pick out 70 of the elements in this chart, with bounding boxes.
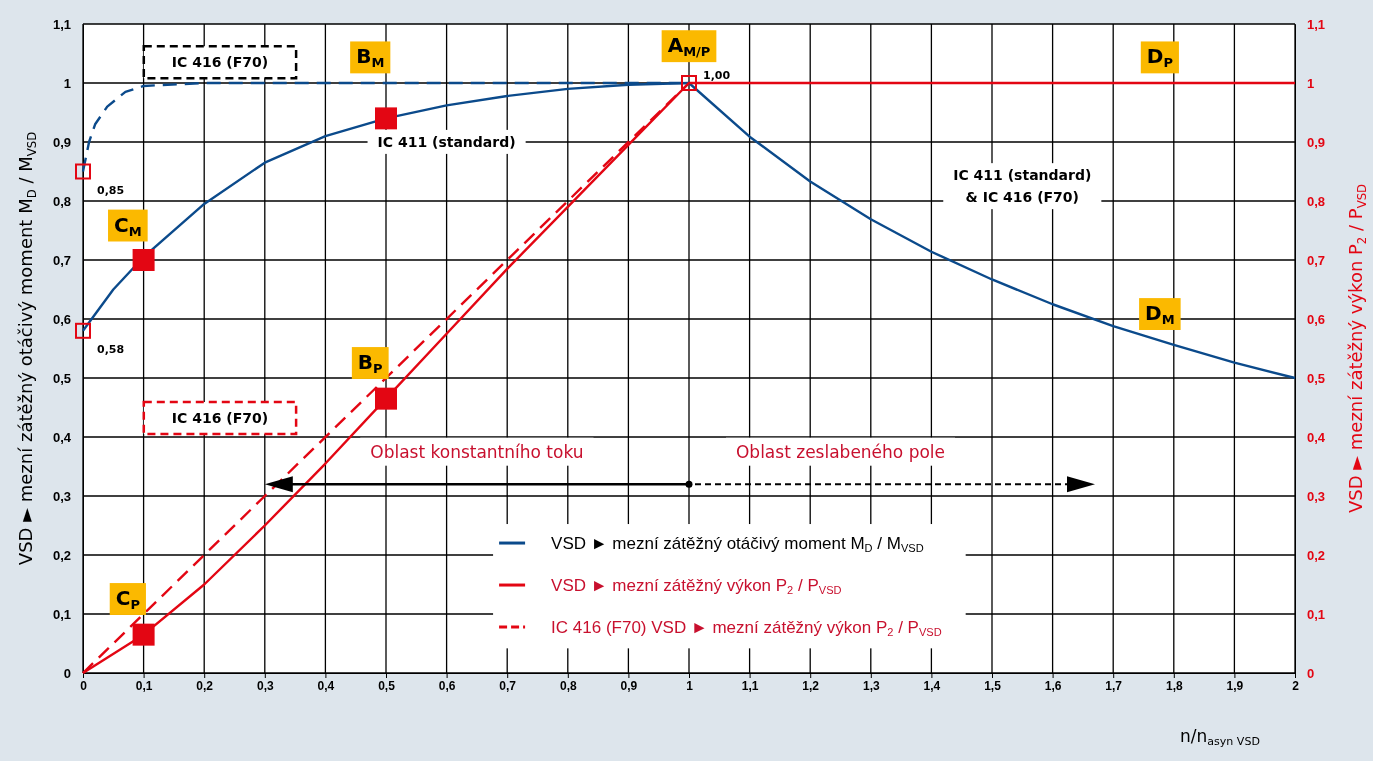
x-tick-label: 0,8 — [559, 678, 577, 693]
y2-tick-label: 0,8 — [1307, 193, 1326, 209]
y-tick-label: 0,7 — [52, 252, 71, 268]
x-tick-label: 0,4 — [317, 678, 335, 693]
x-tick-label: 1,4 — [923, 678, 941, 693]
x-tick-label: 1,1 — [741, 678, 759, 693]
y-tick-label: 0,8 — [52, 193, 71, 209]
y-tick-label: 0,4 — [52, 429, 72, 445]
legend-label: VSD ► mezní zátěžný otáčivý moment M$_{D}$ / M$_{VSD}$ — [551, 534, 924, 555]
y-tick-label: 0,3 — [52, 488, 71, 504]
legend-label: IC 416 (F70) VSD ► mezní zátěžný výkon P$_{2}$ / P$_{VSD}$ — [551, 618, 942, 639]
annotation: C$_{M}$ — [114, 212, 142, 239]
y-tick-label: 0,5 — [52, 370, 71, 386]
data-label: 1,00 — [703, 69, 731, 82]
y2-tick-label: 0,9 — [1307, 134, 1326, 150]
annotation: D$_{M}$ — [1145, 301, 1175, 327]
annotation: IC 411 (standard) & IC 416 (F70) — [953, 167, 1092, 206]
x-tick-label: 0,9 — [620, 678, 638, 693]
point — [75, 322, 91, 339]
point — [75, 163, 91, 180]
x-tick-label: 0 — [80, 678, 88, 693]
y2-tick-label: 0,4 — [1307, 429, 1326, 445]
y-tick-label: 1,1 — [52, 16, 71, 32]
x-tick-label: 1 — [686, 678, 694, 693]
x-axis-title: n/n$_{asyn VSD}$ — [1180, 726, 1260, 749]
y2-tick-label: 0,1 — [1307, 606, 1326, 622]
annotation: C$_{P}$ — [115, 586, 140, 612]
x-tick-label: 1,3 — [862, 678, 880, 693]
x-tick-label: 0,1 — [135, 678, 153, 693]
x-tick-label: 0,6 — [438, 678, 456, 693]
x-tick-label: 1,9 — [1226, 678, 1244, 693]
x-tick-label: 0,5 — [378, 678, 396, 693]
y-tick-label: 0,1 — [52, 606, 71, 622]
x-tick-label: 0,3 — [256, 678, 274, 693]
data-label: 0,58 — [97, 342, 125, 356]
legend-label: VSD ► mezní zátěžný výkon P$_{2}$ / P$_{VSD}$ — [551, 576, 842, 597]
x-tick-label: 1,6 — [1044, 678, 1062, 693]
x-tick-label: 0,2 — [196, 678, 214, 693]
y-tick-label: 0,6 — [52, 311, 71, 327]
x-tick-label: 2 — [1292, 678, 1300, 693]
annotation: IC 416 (F70) — [171, 410, 269, 427]
y2-tick-label: 0,7 — [1307, 252, 1326, 268]
point — [132, 249, 155, 271]
y-tick-label: 0,2 — [52, 547, 71, 563]
y-tick-label: 0,9 — [52, 134, 71, 150]
y2-tick-label: 1 — [1307, 75, 1315, 91]
annotation: A$_{M/P}$ — [667, 33, 711, 60]
y-tick-label: 0 — [63, 665, 71, 681]
point — [375, 107, 397, 130]
annotation: IC 416 (F70) — [171, 54, 269, 71]
x-tick-label: 0,7 — [499, 678, 517, 693]
annotation: D$_{P}$ — [1146, 44, 1173, 71]
point — [681, 75, 697, 91]
annotation: B$_{P}$ — [357, 350, 383, 376]
y2-tick-label: 0,2 — [1307, 547, 1326, 563]
annotation: IC 411 (standard) — [377, 133, 516, 150]
x-tick-label: 1,2 — [802, 678, 820, 693]
y2-tick-label: 0,6 — [1307, 311, 1326, 327]
annotation: Oblast konstantního toku — [370, 441, 584, 462]
x-tick-label: 1,5 — [984, 678, 1002, 693]
y2-tick-label: 1,1 — [1307, 16, 1326, 32]
x-tick-label: 1,8 — [1165, 678, 1183, 693]
annotation: B$_{M}$ — [356, 44, 385, 71]
x-tick-label: 1,7 — [1105, 678, 1123, 693]
annotation: Oblast zeslabeného pole — [735, 441, 946, 462]
y-tick-label: 1 — [63, 75, 71, 91]
y2-tick-label: 0,5 — [1307, 370, 1326, 386]
data-label: 0,85 — [97, 183, 125, 197]
y2-tick-label: 0 — [1307, 665, 1315, 681]
y2-tick-label: 0,3 — [1307, 488, 1326, 504]
